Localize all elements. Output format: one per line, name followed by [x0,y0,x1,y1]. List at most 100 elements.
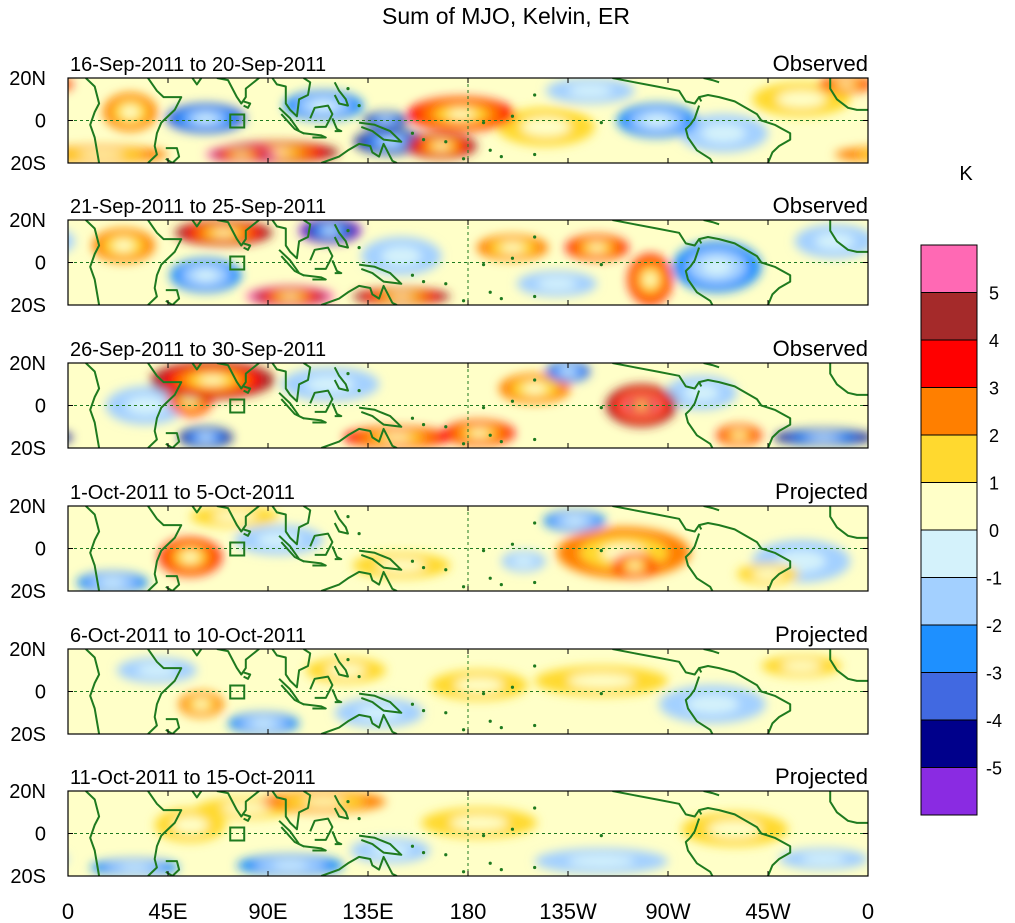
island-dot [410,844,415,848]
coastline [303,274,327,281]
panel-status: Projected [775,479,868,504]
coastline [271,220,312,260]
island-dot [444,425,448,429]
coastline [333,223,349,249]
panel-status: Observed [773,336,868,361]
coastline [333,509,349,535]
island-dot [533,378,537,382]
anomaly-contour [325,228,336,233]
island-dot [533,865,537,870]
coastlines [85,791,868,876]
y-tick-label: 0 [35,111,46,133]
anomaly-contour [119,864,150,871]
panel: 20N 0 20S 16-Sep-2011 to 20-Sep-2011 Observe… [9,51,869,175]
coastline [216,649,260,676]
coastline [320,284,398,305]
island-dot [488,290,492,294]
coastline [216,506,260,533]
colorbar-swatch [920,292,978,341]
anomaly-contour [890,859,979,876]
coastline [309,246,334,270]
panel-date-range: 26-Sep-2011 to 30-Sep-2011 [70,339,326,361]
coastline [698,807,792,876]
coastline [309,532,334,556]
island-dot [481,834,486,838]
island-dot [488,433,492,437]
panel-status: Projected [775,764,868,789]
anomaly-field [68,363,1011,448]
island-dot [421,280,426,284]
anomaly-contour [0,551,26,572]
island-dot [510,542,515,546]
anomaly-contour [685,694,740,714]
island-dot [481,121,486,125]
anomaly-contour [568,84,613,98]
y-tick-label: 0 [35,253,46,275]
anomaly-contour [213,230,234,236]
coastline [85,363,101,448]
anomaly-contour [975,220,1015,246]
colorbar-label: 5 [989,284,999,304]
coastline [216,791,260,818]
x-tick-label: 135E [342,899,393,923]
colorbar-swatch [920,672,978,721]
anomaly-contour [994,225,1015,240]
coastline [358,121,403,143]
panel-date-range: 1-Oct-2011 to 5-Oct-2011 [70,482,295,504]
island-dot [499,440,503,444]
colorbar-label: 4 [989,331,999,351]
island-dot [533,580,537,585]
anomaly-contour [448,109,475,119]
x-tick-label: 45W [745,899,790,923]
colorbar-label: -3 [986,664,1002,684]
island-dot [481,263,486,267]
coastline [358,834,403,856]
anomaly-contour [235,153,248,156]
island-dot [510,399,515,403]
anomaly-contour [522,383,547,394]
island-dot [357,675,361,679]
anomaly-contour [982,552,998,562]
coastline [684,695,714,734]
coastline [333,366,349,392]
island-dot [357,817,361,821]
anomaly-field [68,78,868,163]
anomaly-contour [1004,228,1015,238]
anomaly-contour [733,432,745,438]
coastline [829,220,868,253]
coastline [85,649,101,734]
x-tick-label: 45E [148,899,187,923]
coastline [612,791,703,818]
coastline [85,78,101,163]
anomaly-contour [536,277,577,291]
island-dot [533,806,537,810]
coastline [612,649,703,676]
island-dot [461,585,466,589]
anomaly-contour [814,232,855,250]
island-dot [488,148,492,152]
y-tick-label: 20S [10,724,46,746]
anomaly-contour [564,517,586,525]
colorbar-label: 1 [989,474,999,494]
colorbar-swatch [920,244,978,293]
coastline [689,105,701,126]
anomaly-contour [200,435,212,440]
anomaly-contour [383,434,411,441]
panel-status: Observed [773,51,868,76]
coastline [243,813,252,822]
anomaly-contour [1000,435,1011,439]
chart-title: Sum of MJO, Kelvin, ER [382,3,630,29]
island-dot [357,389,361,393]
island-dot [444,853,448,857]
coastline [191,220,203,228]
y-tick-label: 20S [10,153,46,175]
anomaly-contour [136,663,177,677]
coastline [358,263,403,285]
anomaly-contour [272,861,308,869]
coastline [309,104,334,128]
y-tick-label: 0 [35,824,46,846]
island-dot [410,702,415,706]
island-dot [346,800,350,804]
coastline [191,363,203,371]
anomaly-contour [282,294,298,299]
